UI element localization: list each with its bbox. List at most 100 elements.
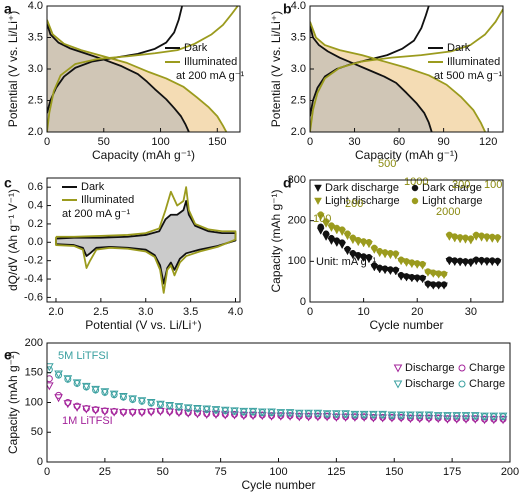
marker (175, 403, 183, 411)
marker (408, 273, 416, 281)
annotation: 1M LiTFSI (62, 415, 113, 427)
marker (392, 250, 400, 257)
legend-label: Dark (81, 181, 105, 193)
marker (193, 410, 202, 419)
legend-label: Dark (447, 42, 471, 54)
marker (371, 262, 378, 269)
legend-label: Dark discharge (325, 182, 399, 194)
marker (230, 407, 239, 416)
x-tick-label: 100 (151, 136, 169, 148)
marker (156, 400, 165, 409)
marker (119, 408, 127, 416)
marker (305, 410, 313, 418)
marker (64, 375, 72, 383)
marker (498, 416, 508, 425)
y-tick-label: 0.0 (28, 236, 43, 248)
marker (294, 413, 304, 422)
marker (285, 412, 295, 421)
legend-label: Charge (469, 378, 505, 390)
y-tick-label: 3.0 (28, 63, 43, 75)
marker (109, 408, 119, 417)
marker (146, 408, 156, 417)
marker (119, 393, 128, 402)
marker (304, 409, 313, 418)
y-tick-label: 2.5 (291, 94, 306, 106)
y-tick-label: 150 (25, 367, 43, 379)
y-tick-label: 0.2 (28, 218, 43, 230)
marker (379, 411, 387, 419)
x-tick-label: 2.5 (93, 306, 108, 318)
x-axis-label: Cycle number (241, 478, 315, 492)
plot-area (55, 186, 237, 294)
marker (467, 235, 475, 242)
plot-frame (309, 179, 504, 303)
marker (406, 411, 415, 420)
marker (397, 256, 405, 263)
marker (419, 260, 426, 268)
x-tick-label: 150 (385, 466, 403, 478)
marker (128, 409, 137, 418)
x-tick-label: 30 (465, 306, 477, 318)
marker (119, 393, 127, 401)
marker (349, 234, 357, 241)
x-tick-label: 75 (215, 466, 227, 478)
marker (137, 397, 147, 406)
marker (295, 412, 303, 420)
legend-label: Discharge (405, 362, 455, 374)
marker (314, 412, 322, 420)
x-axis-label: Cycle number (369, 318, 443, 332)
marker (489, 416, 499, 425)
x-tick-label: 20 (411, 306, 423, 318)
marker (328, 222, 335, 229)
marker (378, 414, 388, 423)
marker (489, 233, 496, 241)
annotation: Unit: mA g⁻¹ (316, 256, 377, 268)
legend-label: Illuminated (184, 56, 237, 68)
annotation: 100 (313, 213, 331, 225)
marker (355, 236, 362, 244)
marker (494, 257, 501, 265)
marker (472, 231, 480, 239)
plot-area (316, 211, 502, 290)
line (310, 21, 486, 132)
marker (146, 399, 156, 408)
marker (419, 274, 426, 282)
marker (54, 370, 63, 379)
x-tick-label: 0 (307, 306, 313, 318)
x-tick-label: 3.5 (183, 306, 198, 318)
marker (268, 409, 276, 417)
y-axis-label: Potential (V vs. Li/Li⁺) (6, 11, 20, 127)
marker (221, 407, 229, 415)
marker (119, 409, 128, 418)
marker (480, 412, 489, 421)
legend-label: Discharge (405, 378, 455, 390)
line (47, 6, 239, 132)
marker (55, 391, 63, 399)
marker (359, 410, 369, 419)
marker (415, 415, 425, 424)
legend-swatch (411, 184, 419, 192)
marker (240, 408, 248, 416)
marker (304, 413, 313, 422)
marker (467, 258, 475, 265)
y-tick-label: 100 (288, 255, 306, 267)
x-tick-label: 25 (99, 466, 111, 478)
plot-frame (46, 5, 241, 133)
marker (82, 382, 91, 391)
y-tick-label: 300 (288, 174, 306, 186)
marker (499, 415, 507, 423)
x-tick-label: 60 (393, 136, 405, 148)
legend-label: Light charge (422, 195, 483, 207)
marker (317, 223, 324, 231)
marker (294, 409, 304, 418)
marker (406, 414, 414, 422)
y-tick-label: 200 (288, 215, 306, 227)
marker (462, 415, 470, 423)
marker (184, 404, 192, 412)
marker (381, 265, 389, 272)
marker (82, 404, 90, 412)
marker (498, 412, 508, 421)
annotation: 1000 (404, 176, 428, 188)
x-tick-label: 175 (443, 466, 461, 478)
